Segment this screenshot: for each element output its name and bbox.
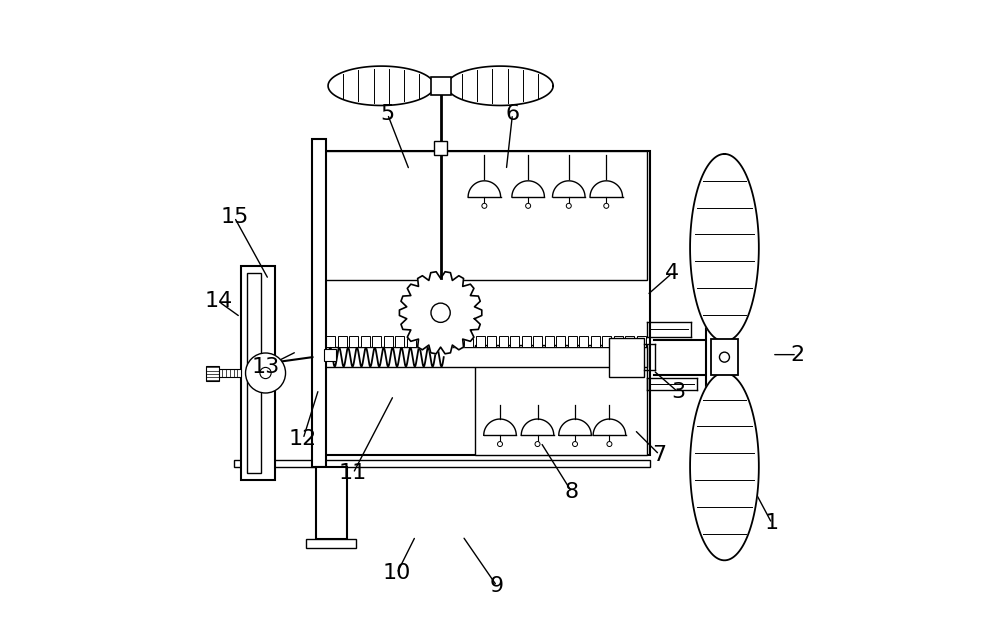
Circle shape: [713, 352, 723, 362]
Bar: [324, 349, 336, 361]
Bar: [322, 151, 650, 455]
Text: 10: 10: [383, 563, 411, 583]
Bar: [349, 336, 358, 347]
Bar: [316, 467, 347, 539]
Bar: [591, 336, 600, 347]
Circle shape: [719, 352, 729, 362]
Polygon shape: [447, 66, 553, 106]
Bar: [418, 336, 427, 347]
Bar: [431, 77, 451, 95]
Text: 5: 5: [380, 104, 395, 124]
Bar: [325, 347, 647, 367]
Bar: [568, 336, 577, 347]
Bar: [476, 336, 485, 347]
Circle shape: [246, 353, 286, 393]
Text: 8: 8: [565, 482, 579, 502]
Circle shape: [535, 441, 540, 447]
Text: 15: 15: [220, 207, 248, 227]
Bar: [326, 336, 335, 347]
Bar: [533, 336, 542, 347]
Text: 4: 4: [665, 263, 679, 283]
Polygon shape: [399, 272, 482, 354]
Bar: [361, 336, 370, 347]
Bar: [384, 336, 393, 347]
Polygon shape: [512, 181, 544, 197]
Text: 6: 6: [505, 104, 520, 124]
Bar: [217, 369, 241, 377]
Bar: [487, 336, 496, 347]
Circle shape: [497, 441, 503, 447]
Text: 11: 11: [339, 463, 367, 484]
Bar: [706, 327, 730, 387]
Polygon shape: [484, 419, 516, 435]
Polygon shape: [521, 419, 554, 435]
Circle shape: [482, 203, 487, 208]
Bar: [609, 338, 644, 377]
Circle shape: [431, 303, 450, 322]
Bar: [441, 336, 450, 347]
Bar: [306, 539, 356, 548]
Bar: [499, 336, 508, 347]
Bar: [602, 336, 611, 347]
Polygon shape: [328, 66, 434, 106]
Polygon shape: [553, 181, 585, 197]
Bar: [338, 336, 347, 347]
Bar: [325, 151, 647, 279]
Bar: [475, 345, 647, 455]
Bar: [545, 336, 554, 347]
Bar: [372, 336, 381, 347]
Text: 7: 7: [652, 445, 666, 465]
Bar: [247, 273, 261, 474]
Polygon shape: [593, 419, 626, 435]
Bar: [522, 336, 531, 347]
Text: 14: 14: [205, 291, 233, 311]
Circle shape: [526, 203, 531, 208]
Bar: [464, 336, 473, 347]
Bar: [453, 336, 462, 347]
Polygon shape: [690, 373, 759, 560]
Polygon shape: [559, 419, 591, 435]
Bar: [614, 336, 623, 347]
Text: 1: 1: [765, 514, 779, 533]
Circle shape: [607, 441, 612, 447]
Bar: [395, 336, 404, 347]
Text: 9: 9: [490, 576, 504, 596]
Bar: [206, 365, 219, 381]
Text: 13: 13: [251, 357, 280, 377]
Polygon shape: [468, 181, 501, 197]
Polygon shape: [590, 181, 623, 197]
Bar: [579, 336, 588, 347]
Circle shape: [260, 367, 271, 379]
Bar: [407, 336, 416, 347]
Bar: [625, 336, 634, 347]
Text: 2: 2: [790, 345, 804, 365]
Bar: [312, 139, 326, 467]
Text: 3: 3: [671, 382, 685, 402]
Bar: [556, 336, 565, 347]
Bar: [434, 141, 447, 154]
Bar: [510, 336, 519, 347]
Bar: [711, 339, 738, 376]
Circle shape: [566, 203, 571, 208]
Bar: [637, 336, 646, 347]
Bar: [241, 266, 275, 480]
Bar: [430, 336, 439, 347]
Circle shape: [573, 441, 578, 447]
Polygon shape: [690, 154, 759, 342]
Text: 12: 12: [289, 429, 317, 449]
Circle shape: [604, 203, 609, 208]
Bar: [234, 460, 650, 467]
